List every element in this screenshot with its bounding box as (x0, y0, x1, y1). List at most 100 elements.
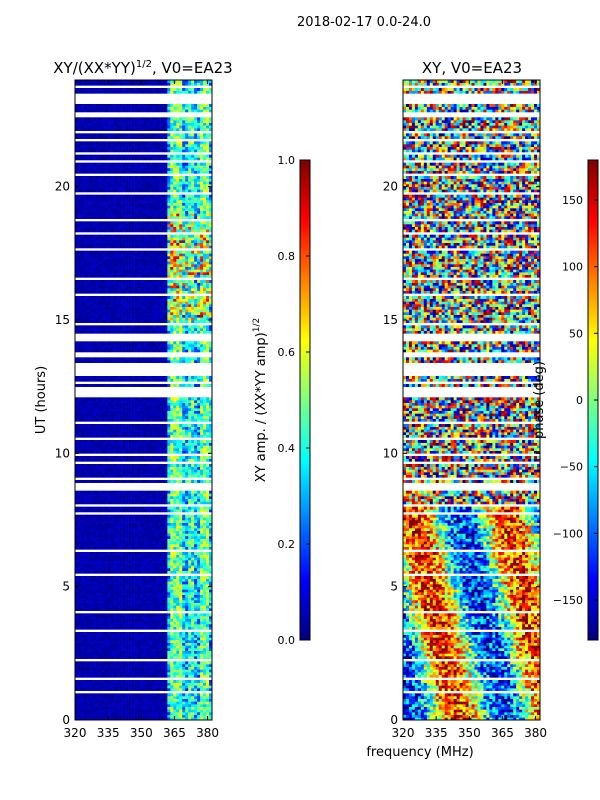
heat-cell (128, 360, 132, 363)
heat-cell (122, 709, 126, 713)
heat-cell (155, 592, 159, 595)
heat-cell (152, 418, 156, 422)
heat-cell (113, 565, 117, 569)
heat-cell (101, 717, 106, 721)
heat-cell (167, 632, 171, 635)
heat-cell (200, 642, 204, 646)
heat-cell (110, 424, 115, 427)
heat-cell (158, 445, 162, 449)
heat-cell (95, 685, 100, 689)
heat-cell (89, 584, 94, 587)
heat-cell (119, 418, 123, 422)
heat-cell (173, 589, 177, 593)
heat-cell (209, 653, 213, 657)
heat-cell (194, 405, 198, 409)
heat-cell (185, 586, 189, 590)
left-title-main: XY/(XX*YY) (53, 59, 136, 77)
heat-cell (182, 664, 186, 667)
heat-cell (89, 645, 94, 649)
heat-cell (149, 560, 153, 563)
heat-cell (119, 450, 123, 454)
heat-cell (101, 544, 106, 547)
heat-cell (95, 405, 100, 409)
heat-cell (107, 586, 112, 590)
heat-cell (86, 501, 91, 505)
heat-cell (182, 682, 186, 686)
heat-cell (92, 538, 97, 542)
heat-cell (80, 653, 85, 657)
heat-cell (152, 621, 156, 625)
heat-cell (122, 608, 126, 611)
heat-cell (167, 528, 171, 531)
heat-cell (140, 384, 144, 387)
heat-cell (197, 509, 201, 513)
heat-cell (131, 709, 135, 713)
heat-cell (89, 693, 94, 697)
heat-cell (77, 442, 82, 446)
heat-cell (86, 605, 91, 609)
heat-cell (119, 426, 123, 430)
heat-cell (92, 384, 97, 387)
heat-cell (125, 680, 129, 683)
heat-cell (188, 682, 192, 686)
heat-cell (188, 562, 192, 566)
heat-cell (176, 429, 180, 433)
heat-cell (158, 522, 162, 526)
heat-cell (143, 584, 147, 587)
heat-cell (158, 520, 162, 523)
heat-cell (92, 602, 97, 606)
heat-cell (203, 594, 207, 598)
heat-cell (110, 458, 115, 462)
heat-cell (89, 464, 94, 467)
heat-cell (89, 672, 94, 675)
heat-cell (113, 418, 117, 422)
heat-cell (86, 413, 91, 417)
heat-cell (182, 618, 186, 622)
heat-cell (182, 400, 186, 403)
heat-cell (161, 661, 165, 665)
heat-cell (158, 538, 162, 542)
heat-cell (146, 698, 150, 702)
heat-cell (134, 586, 138, 590)
heat-cell (182, 562, 186, 566)
heat-cell (119, 480, 123, 483)
heat-cell (197, 693, 201, 697)
heat-cell (86, 600, 91, 603)
heat-cell (179, 384, 183, 387)
heat-cell (80, 669, 85, 673)
heat-cell (188, 445, 192, 449)
heat-cell (173, 578, 177, 582)
heat-cell (197, 378, 201, 382)
heat-cell (164, 424, 168, 427)
heat-cell (77, 696, 82, 699)
heat-cell (167, 514, 171, 518)
heat-cell (113, 533, 117, 537)
heat-cell (125, 642, 129, 646)
heat-cell (83, 496, 88, 499)
heat-cell (149, 416, 153, 419)
heat-cell (92, 634, 97, 638)
heat-cell (191, 674, 195, 678)
heat-cell (137, 466, 141, 470)
heat-cell (128, 696, 132, 699)
heat-cell (158, 533, 162, 537)
heat-cell (75, 472, 79, 475)
heat-cell (122, 624, 126, 627)
heat-cell (80, 618, 85, 622)
heat-cell (86, 661, 91, 665)
heat-cell (89, 490, 94, 494)
heat-cell (128, 586, 132, 590)
heat-cell (134, 565, 138, 569)
heat-cell (167, 552, 171, 555)
heat-cell (140, 674, 144, 678)
heat-cell (155, 378, 159, 382)
heat-cell (98, 448, 103, 451)
heat-cell (188, 384, 192, 387)
heat-cell (83, 706, 88, 710)
heat-cell (179, 418, 183, 422)
heat-cell (203, 450, 207, 454)
heat-cell (143, 405, 147, 409)
heat-cell (152, 698, 156, 702)
heat-cell (140, 661, 144, 665)
heat-cell (110, 608, 115, 611)
